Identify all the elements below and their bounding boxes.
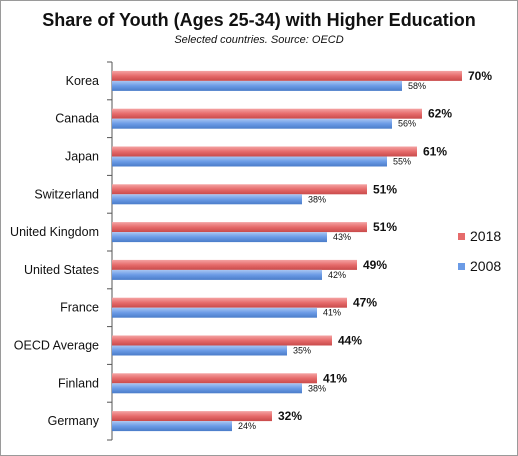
bar-2018-united-kingdom [112,222,367,233]
data-label-2018-germany: 32% [278,409,302,423]
category-label-france: France [60,301,99,315]
data-label-2008-united-states: 42% [328,270,346,280]
data-label-2008-korea: 58% [408,81,426,91]
bar-2018-germany [112,411,272,422]
bar-2008-korea [112,80,402,91]
bar-2018-japan [112,146,417,157]
category-label-finland: Finland [58,376,99,390]
bar-2018-united-states [112,259,357,270]
data-label-2008-france: 41% [323,308,341,318]
bar-2018-switzerland [112,184,367,195]
bar-2008-switzerland [112,194,302,205]
bar-2008-france [112,307,317,318]
data-label-2008-switzerland: 38% [308,194,326,204]
data-label-2008-united-kingdom: 43% [333,232,351,242]
data-label-2018-france: 47% [353,296,377,310]
bar-2018-finland [112,373,317,384]
category-label-united-kingdom: United Kingdom [10,225,99,239]
chart-subtitle: Selected countries. Source: OECD [174,34,344,46]
bar-2018-canada [112,108,422,119]
data-label-2018-japan: 61% [423,145,447,159]
legend-swatch-2018 [458,233,465,240]
data-label-2008-japan: 55% [393,157,411,167]
bar-2018-france [112,297,347,308]
data-label-2018-oecd-average: 44% [338,334,362,348]
chart-title: Share of Youth (Ages 25-34) with Higher … [42,10,476,30]
category-label-switzerland: Switzerland [34,187,99,201]
category-label-united-states: United States [24,263,99,277]
data-label-2018-canada: 62% [428,107,452,121]
bar-2008-germany [112,421,232,432]
data-label-2008-oecd-average: 35% [293,346,311,356]
category-label-korea: Korea [66,74,99,88]
data-label-2008-finland: 38% [308,383,326,393]
bar-2018-korea [112,70,462,81]
data-label-2008-canada: 56% [398,119,416,129]
data-label-2018-united-kingdom: 51% [373,220,397,234]
bar-2008-canada [112,118,392,129]
legend-label-2018: 2018 [470,228,501,244]
bar-2008-finland [112,383,302,394]
data-label-2018-finland: 41% [323,371,347,385]
category-label-oecd-average: OECD Average [14,339,99,353]
data-label-2018-united-states: 49% [363,258,387,272]
category-label-canada: Canada [55,112,99,126]
bar-2018-oecd-average [112,335,332,346]
legend-swatch-2008 [458,263,465,270]
bar-2008-united-kingdom [112,232,327,243]
data-label-2008-germany: 24% [238,421,256,431]
legend-label-2008: 2008 [470,258,501,274]
category-label-germany: Germany [48,414,100,428]
bar-2008-japan [112,156,387,167]
data-label-2018-switzerland: 51% [373,182,397,196]
bar-2008-united-states [112,269,322,280]
bar-2008-oecd-average [112,345,287,356]
data-label-2018-korea: 70% [468,69,492,83]
category-label-japan: Japan [65,150,99,164]
